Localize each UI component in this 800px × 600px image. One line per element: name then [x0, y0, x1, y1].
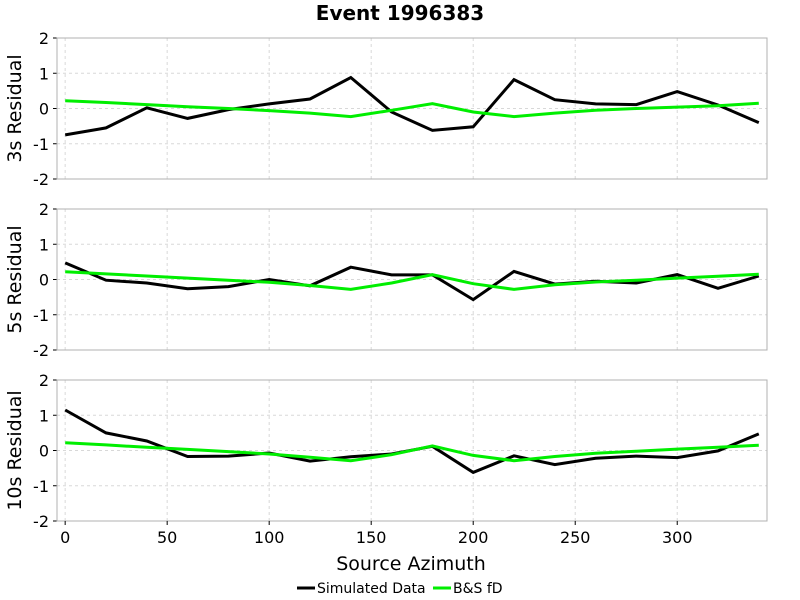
y-axis-label: 5s Residual: [4, 225, 26, 333]
y-axis-label: 3s Residual: [4, 54, 26, 162]
legend-label: B&S fD: [453, 581, 503, 597]
y-tick-label: 0: [39, 100, 49, 119]
y-tick-label: -2: [33, 512, 49, 531]
bs-fd-line: [65, 99, 759, 119]
x-tick-label: 100: [254, 528, 285, 547]
x-axis: 0 50 100 150 200 250 300: [60, 521, 693, 547]
y-tick-label: 2: [39, 200, 49, 219]
x-tick-label: 0: [60, 528, 70, 547]
y-tick-label: 1: [39, 235, 49, 254]
x-tick-label: 150: [356, 528, 387, 547]
y-tick-label: -1: [33, 306, 49, 325]
y-tick-label: 0: [39, 271, 49, 290]
bs-fd-line: [65, 441, 759, 463]
y-tick-label: 1: [39, 406, 49, 425]
y-tick-label: -2: [33, 170, 49, 189]
legend-label: Simulated Data: [317, 581, 426, 597]
chart-legend: Simulated Data B&S fD: [297, 581, 503, 597]
x-tick-label: 300: [662, 528, 693, 547]
y-tick-label: 2: [39, 29, 49, 48]
y-tick-label: -1: [33, 477, 49, 496]
bs-fd-line: [65, 270, 759, 291]
simulated-data-line: [64, 261, 760, 302]
y-tick-label: -1: [33, 135, 49, 154]
x-tick-label: 50: [157, 528, 177, 547]
plot-frame: [56, 208, 768, 351]
y-tick-label: 2: [39, 371, 49, 390]
y-axis-label: 10s Residual: [4, 390, 26, 510]
x-tick-label: 250: [560, 528, 591, 547]
panel-1: -2 -1 0 1 2 3s Residual: [4, 29, 768, 189]
plot-frame: [56, 37, 768, 180]
simulated-data-line: [64, 408, 760, 475]
y-tick-label: -2: [33, 341, 49, 360]
panel-3: -2 -1 0 1 2 10s Residual: [4, 371, 768, 531]
x-axis-label: Source Azimuth: [336, 553, 486, 575]
y-tick-label: 0: [39, 442, 49, 461]
x-tick-label: 200: [458, 528, 489, 547]
simulated-data-line: [64, 75, 760, 137]
y-tick-label: 1: [39, 64, 49, 83]
chart-panels: -2 -1 0 1 2 3s Residual -2 -1 0 1 2 5s Residual -2 -1…: [4, 29, 768, 547]
plot-frame: [56, 379, 768, 522]
chart-title: Event 1996383: [316, 1, 484, 25]
panel-2: -2 -1 0 1 2 5s Residual: [4, 200, 768, 360]
